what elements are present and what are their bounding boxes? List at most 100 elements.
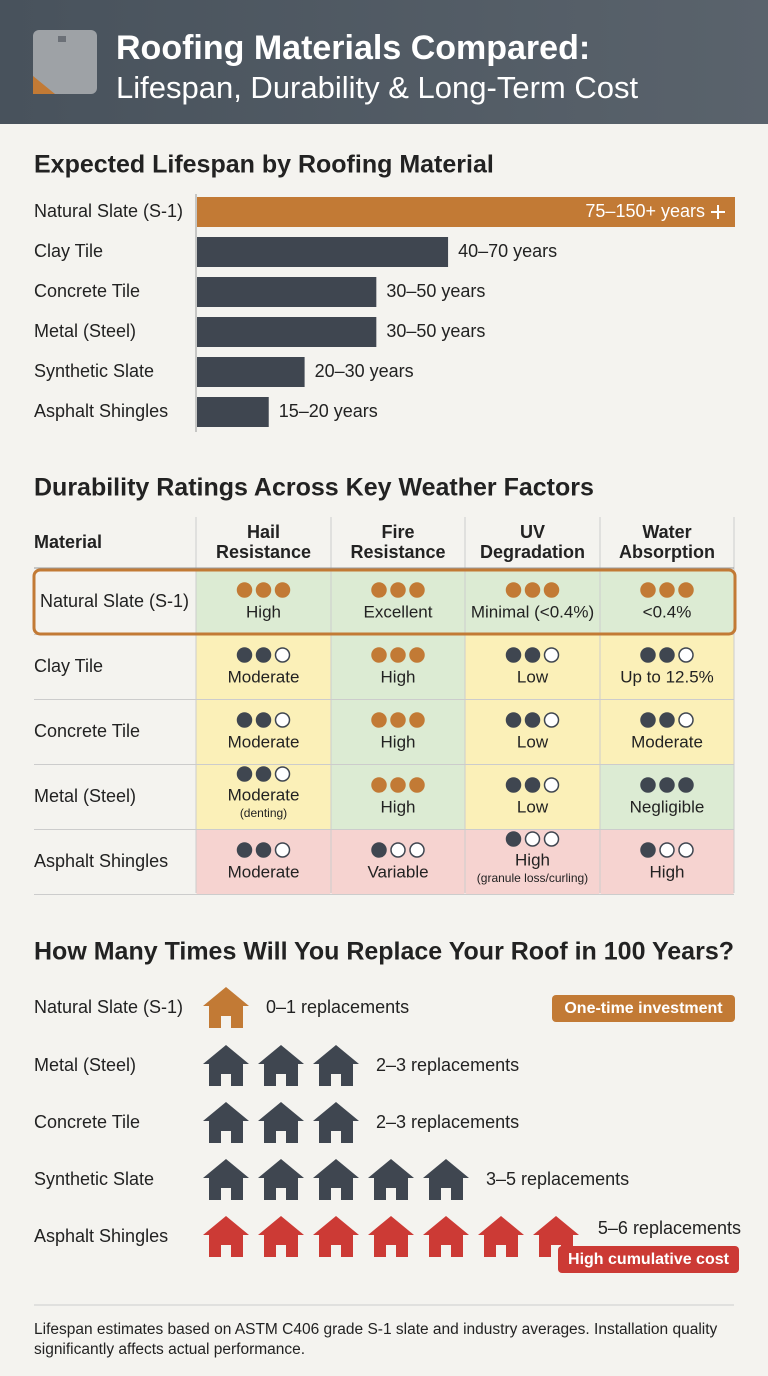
rating-dot-empty (274, 647, 291, 663)
rating-cell (600, 765, 734, 829)
rating-text: Excellent (364, 602, 433, 621)
rating-dot (505, 582, 522, 598)
section-title: Durability Ratings Across Key Weather Fa… (34, 474, 594, 502)
bar-label: 40–70 years (458, 241, 557, 261)
rating-cell (465, 635, 600, 699)
row-label: Concrete Tile (34, 1112, 140, 1132)
rating-text: High (381, 797, 416, 816)
column-header: UV (520, 522, 545, 542)
rating-dot (371, 647, 387, 663)
house-shape (203, 987, 249, 1028)
rating-dot (255, 842, 272, 858)
house-shape (368, 1159, 414, 1200)
bar-label: 15–20 years (279, 401, 378, 421)
rating-dot (524, 647, 541, 663)
rating-cell (600, 830, 734, 894)
rating-text: High (381, 732, 416, 751)
rating-dot-empty (543, 712, 560, 728)
rating-dot (505, 777, 522, 793)
replacement-label: 3–5 replacements (486, 1169, 629, 1189)
rating-dot (255, 766, 272, 782)
rating-dot-empty (659, 842, 675, 858)
house-shape (368, 1216, 414, 1257)
section-title: How Many Times Will You Replace Your Roo… (34, 938, 734, 966)
bar-label: 30–50 years (386, 281, 485, 301)
rating-dot (640, 777, 656, 793)
rating-text: Low (517, 732, 549, 751)
row-label: Metal (Steel) (34, 786, 136, 806)
rating-text: Moderate (228, 732, 300, 751)
rating-dot-empty (274, 766, 291, 782)
rating-dot (659, 647, 675, 663)
row-label: Natural Slate (S-1) (40, 591, 189, 611)
rating-dot (371, 712, 387, 728)
row-label: Asphalt Shingles (34, 401, 168, 421)
section-title: Expected Lifespan by Roofing Material (34, 151, 494, 179)
house-icon (423, 1159, 469, 1200)
house-icon (313, 1216, 359, 1257)
rating-note: (granule loss/curling) (477, 871, 588, 885)
rating-dot (524, 777, 541, 793)
house-icon (258, 1045, 304, 1086)
rating-cell (331, 570, 465, 634)
house-shape (258, 1102, 304, 1143)
rating-dot-empty (543, 647, 560, 663)
rating-text: Low (517, 797, 549, 816)
rating-dot-empty (678, 842, 694, 858)
rating-dot (255, 712, 272, 728)
row-label: Clay Tile (34, 656, 103, 676)
house-icon (203, 987, 249, 1028)
rating-dot (255, 582, 272, 598)
rating-cell (331, 635, 465, 699)
badge (558, 1246, 739, 1273)
house-icon (423, 1216, 469, 1257)
rating-text: Negligible (630, 797, 705, 816)
house-shape (258, 1045, 304, 1086)
rating-cell (331, 765, 465, 829)
house-shape (203, 1102, 249, 1143)
rating-dot-empty (543, 777, 560, 793)
rating-cell (465, 765, 600, 829)
rating-dot (236, 647, 253, 663)
rating-text: High (246, 602, 281, 621)
house-shape (423, 1159, 469, 1200)
rating-dot (524, 712, 541, 728)
house-icon (203, 1216, 249, 1257)
rating-dot (236, 842, 253, 858)
house-icon (313, 1102, 359, 1143)
rating-dot (236, 712, 253, 728)
bar (197, 197, 735, 227)
house-icon (203, 1102, 249, 1143)
rating-dot (371, 777, 387, 793)
rating-dot (236, 582, 253, 598)
rating-dot (255, 647, 272, 663)
rating-cell (600, 570, 734, 634)
house-icon (258, 1159, 304, 1200)
rating-dot-empty (390, 842, 406, 858)
rating-cell (196, 830, 331, 894)
column-header: Hail (247, 522, 280, 542)
house-icon (313, 1045, 359, 1086)
rating-text: Moderate (631, 732, 703, 751)
rating-text: Minimal (<0.4%) (471, 602, 594, 621)
rating-text: High (650, 862, 685, 881)
rating-dot-empty (543, 831, 560, 847)
title: Roofing Materials Compared: (116, 29, 590, 67)
house-shape (258, 1216, 304, 1257)
column-header: Degradation (480, 542, 585, 562)
house-shape (203, 1045, 249, 1086)
rating-dot (543, 582, 560, 598)
rating-cell (196, 700, 331, 764)
rating-dot-empty (678, 712, 694, 728)
row-label: Clay Tile (34, 241, 103, 261)
rating-dot (640, 712, 656, 728)
house-shape (423, 1216, 469, 1257)
bar (197, 357, 305, 387)
rating-dot (409, 582, 425, 598)
replacement-label: 5–6 replacements (598, 1218, 741, 1238)
house-icon (368, 1159, 414, 1200)
row-label: Concrete Tile (34, 281, 140, 301)
rating-text: High (515, 850, 550, 869)
rating-dot-empty (274, 842, 291, 858)
rating-cell (465, 700, 600, 764)
